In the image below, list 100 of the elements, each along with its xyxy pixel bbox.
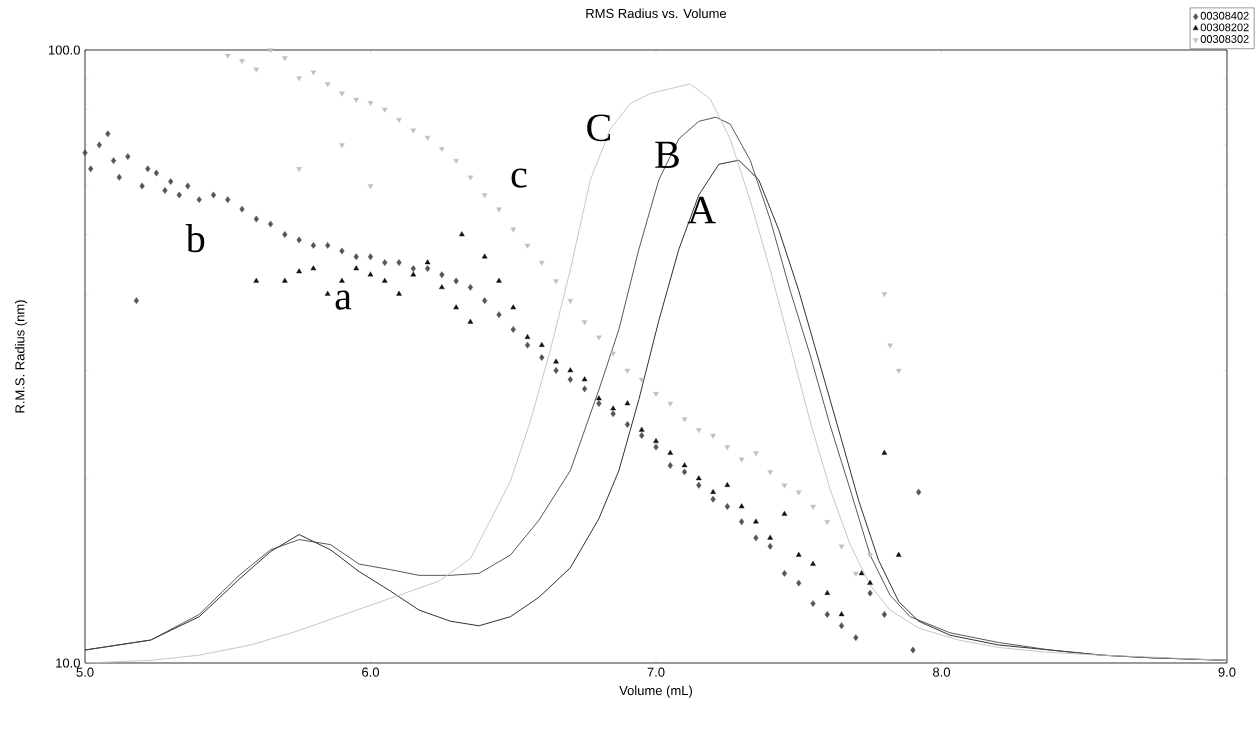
point <box>795 490 802 496</box>
point <box>767 534 773 540</box>
point <box>539 341 545 347</box>
point <box>781 483 788 489</box>
x-tick-label: 5.0 <box>76 667 94 677</box>
point <box>624 400 631 406</box>
point <box>610 405 616 411</box>
point <box>224 53 231 59</box>
point <box>339 277 345 283</box>
point <box>367 184 374 190</box>
point <box>239 59 245 65</box>
point <box>439 284 445 290</box>
point <box>653 438 659 443</box>
point <box>339 143 345 149</box>
point <box>824 520 831 525</box>
point <box>424 259 431 265</box>
point <box>753 518 759 524</box>
point <box>424 135 431 141</box>
point <box>696 475 702 481</box>
point <box>581 320 588 326</box>
point <box>753 451 759 457</box>
y-tick-label: 100.0 <box>48 45 80 55</box>
point <box>324 290 331 296</box>
point <box>296 268 302 274</box>
point <box>610 351 616 357</box>
point <box>367 101 374 107</box>
point <box>296 167 302 173</box>
point <box>353 265 360 271</box>
point <box>510 304 517 310</box>
point <box>767 470 773 476</box>
point <box>453 158 459 164</box>
point <box>310 265 317 271</box>
point <box>781 510 788 516</box>
point <box>567 367 574 373</box>
point <box>396 290 402 296</box>
annotation: a <box>335 290 352 310</box>
point <box>867 579 873 585</box>
annotation: b <box>185 224 205 253</box>
point <box>667 401 674 407</box>
point <box>867 553 873 559</box>
point <box>339 91 345 97</box>
point <box>253 67 260 73</box>
point <box>453 304 459 310</box>
point <box>881 292 888 298</box>
point <box>524 243 531 249</box>
point <box>396 117 402 123</box>
point <box>410 271 417 277</box>
legend-label: 00308302 <box>1200 35 1249 43</box>
point <box>524 334 531 339</box>
point <box>410 128 417 134</box>
point <box>567 298 574 304</box>
point <box>638 377 645 383</box>
point <box>467 318 474 324</box>
point <box>282 277 288 283</box>
point <box>310 70 317 76</box>
point <box>324 82 331 88</box>
point <box>710 488 716 494</box>
point <box>667 449 674 455</box>
point <box>459 231 465 237</box>
point <box>638 426 645 432</box>
point <box>381 277 388 283</box>
annotation: C <box>587 114 611 142</box>
point <box>810 504 816 510</box>
point <box>681 417 688 423</box>
point <box>838 611 845 617</box>
point <box>738 457 745 463</box>
point <box>439 147 445 152</box>
point <box>367 271 374 277</box>
point <box>838 544 845 550</box>
annotation: c <box>511 168 527 188</box>
point <box>596 395 602 401</box>
x-tick-label: 7.0 <box>647 667 665 677</box>
point <box>853 571 859 577</box>
point <box>267 48 274 54</box>
x-tick-label: 6.0 <box>362 667 380 677</box>
point <box>581 376 588 382</box>
point <box>553 358 559 364</box>
point <box>381 107 388 113</box>
point <box>553 279 559 285</box>
point <box>496 207 502 213</box>
point <box>724 445 731 451</box>
chart-title: RMS Radius vs. Volume <box>586 8 727 19</box>
point <box>696 428 702 434</box>
point <box>724 482 731 487</box>
point <box>810 560 816 566</box>
point <box>653 392 659 397</box>
point <box>596 335 602 341</box>
x-tick-label: 8.0 <box>933 667 950 677</box>
legend-label: 00308202 <box>1200 23 1249 32</box>
annotation: A <box>687 196 716 224</box>
point <box>738 503 745 509</box>
point <box>496 277 502 283</box>
x-axis-title: Volume (mL) <box>619 685 692 698</box>
point <box>481 253 488 259</box>
point <box>895 551 902 557</box>
point <box>353 97 360 103</box>
y-axis-title: R.M.S. Radius (nm) <box>14 300 28 413</box>
point <box>887 343 893 349</box>
point <box>681 462 688 468</box>
point <box>539 260 545 266</box>
